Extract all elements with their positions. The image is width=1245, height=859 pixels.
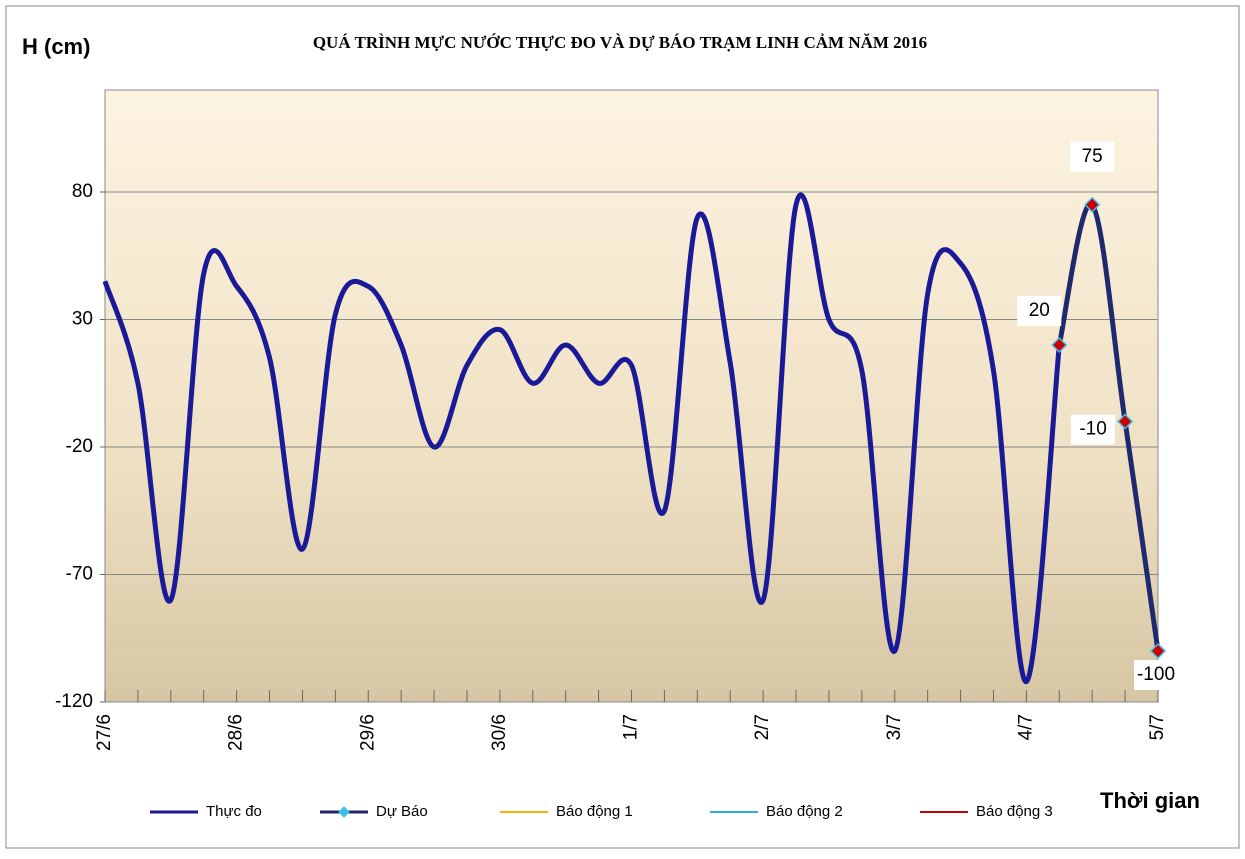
x-tick-label: 30/6 bbox=[489, 714, 510, 751]
legend-label: Báo động 1 bbox=[556, 803, 633, 820]
y-axis-label: H (cm) bbox=[22, 34, 90, 59]
x-tick-label: 2/7 bbox=[752, 714, 773, 740]
value-label-bg bbox=[1071, 414, 1116, 445]
value-label-bg bbox=[1134, 660, 1178, 690]
legend-marker bbox=[338, 806, 350, 818]
value-label: 20 bbox=[1029, 300, 1050, 321]
series-line bbox=[102, 192, 1062, 685]
value-label: -100 bbox=[1137, 664, 1175, 685]
x-tick-label: 28/6 bbox=[226, 714, 247, 751]
marker bbox=[1084, 196, 1101, 213]
x-tick-label: 3/7 bbox=[884, 714, 905, 740]
series-line bbox=[1056, 201, 1161, 652]
legend-label: Thực đo bbox=[206, 803, 262, 820]
marker bbox=[1117, 413, 1134, 430]
y-tick-label: -120 bbox=[55, 691, 93, 712]
y-tick-label: 30 bbox=[72, 309, 93, 330]
value-label: -10 bbox=[1079, 419, 1106, 440]
legend-label: Báo động 2 bbox=[766, 803, 843, 820]
marker bbox=[1051, 336, 1068, 354]
x-axis-label: Thời gian bbox=[1100, 788, 1200, 813]
x-tick-label: 5/7 bbox=[1147, 714, 1168, 740]
y-tick-label: -20 bbox=[66, 436, 93, 457]
legend-label: Dự Báo bbox=[376, 803, 428, 820]
marker bbox=[1149, 642, 1167, 660]
x-tick-label: 1/7 bbox=[621, 714, 642, 740]
legend-label: Báo động 3 bbox=[976, 803, 1053, 820]
value-label-bg bbox=[1070, 141, 1115, 172]
value-label-bg bbox=[1017, 296, 1062, 326]
x-tick-label: 29/6 bbox=[357, 714, 378, 751]
y-tick-label: -70 bbox=[66, 564, 93, 585]
plot-area bbox=[104, 89, 1159, 703]
y-tick-label: 80 bbox=[72, 181, 93, 202]
value-label: 75 bbox=[1082, 146, 1103, 167]
x-tick-label: 4/7 bbox=[1015, 714, 1036, 740]
x-tick-label: 27/6 bbox=[94, 714, 115, 751]
chart-title: QUÁ TRÌNH MỰC NƯỚC THỰC ĐO VÀ DỰ BÁO TRẠ… bbox=[313, 33, 927, 52]
